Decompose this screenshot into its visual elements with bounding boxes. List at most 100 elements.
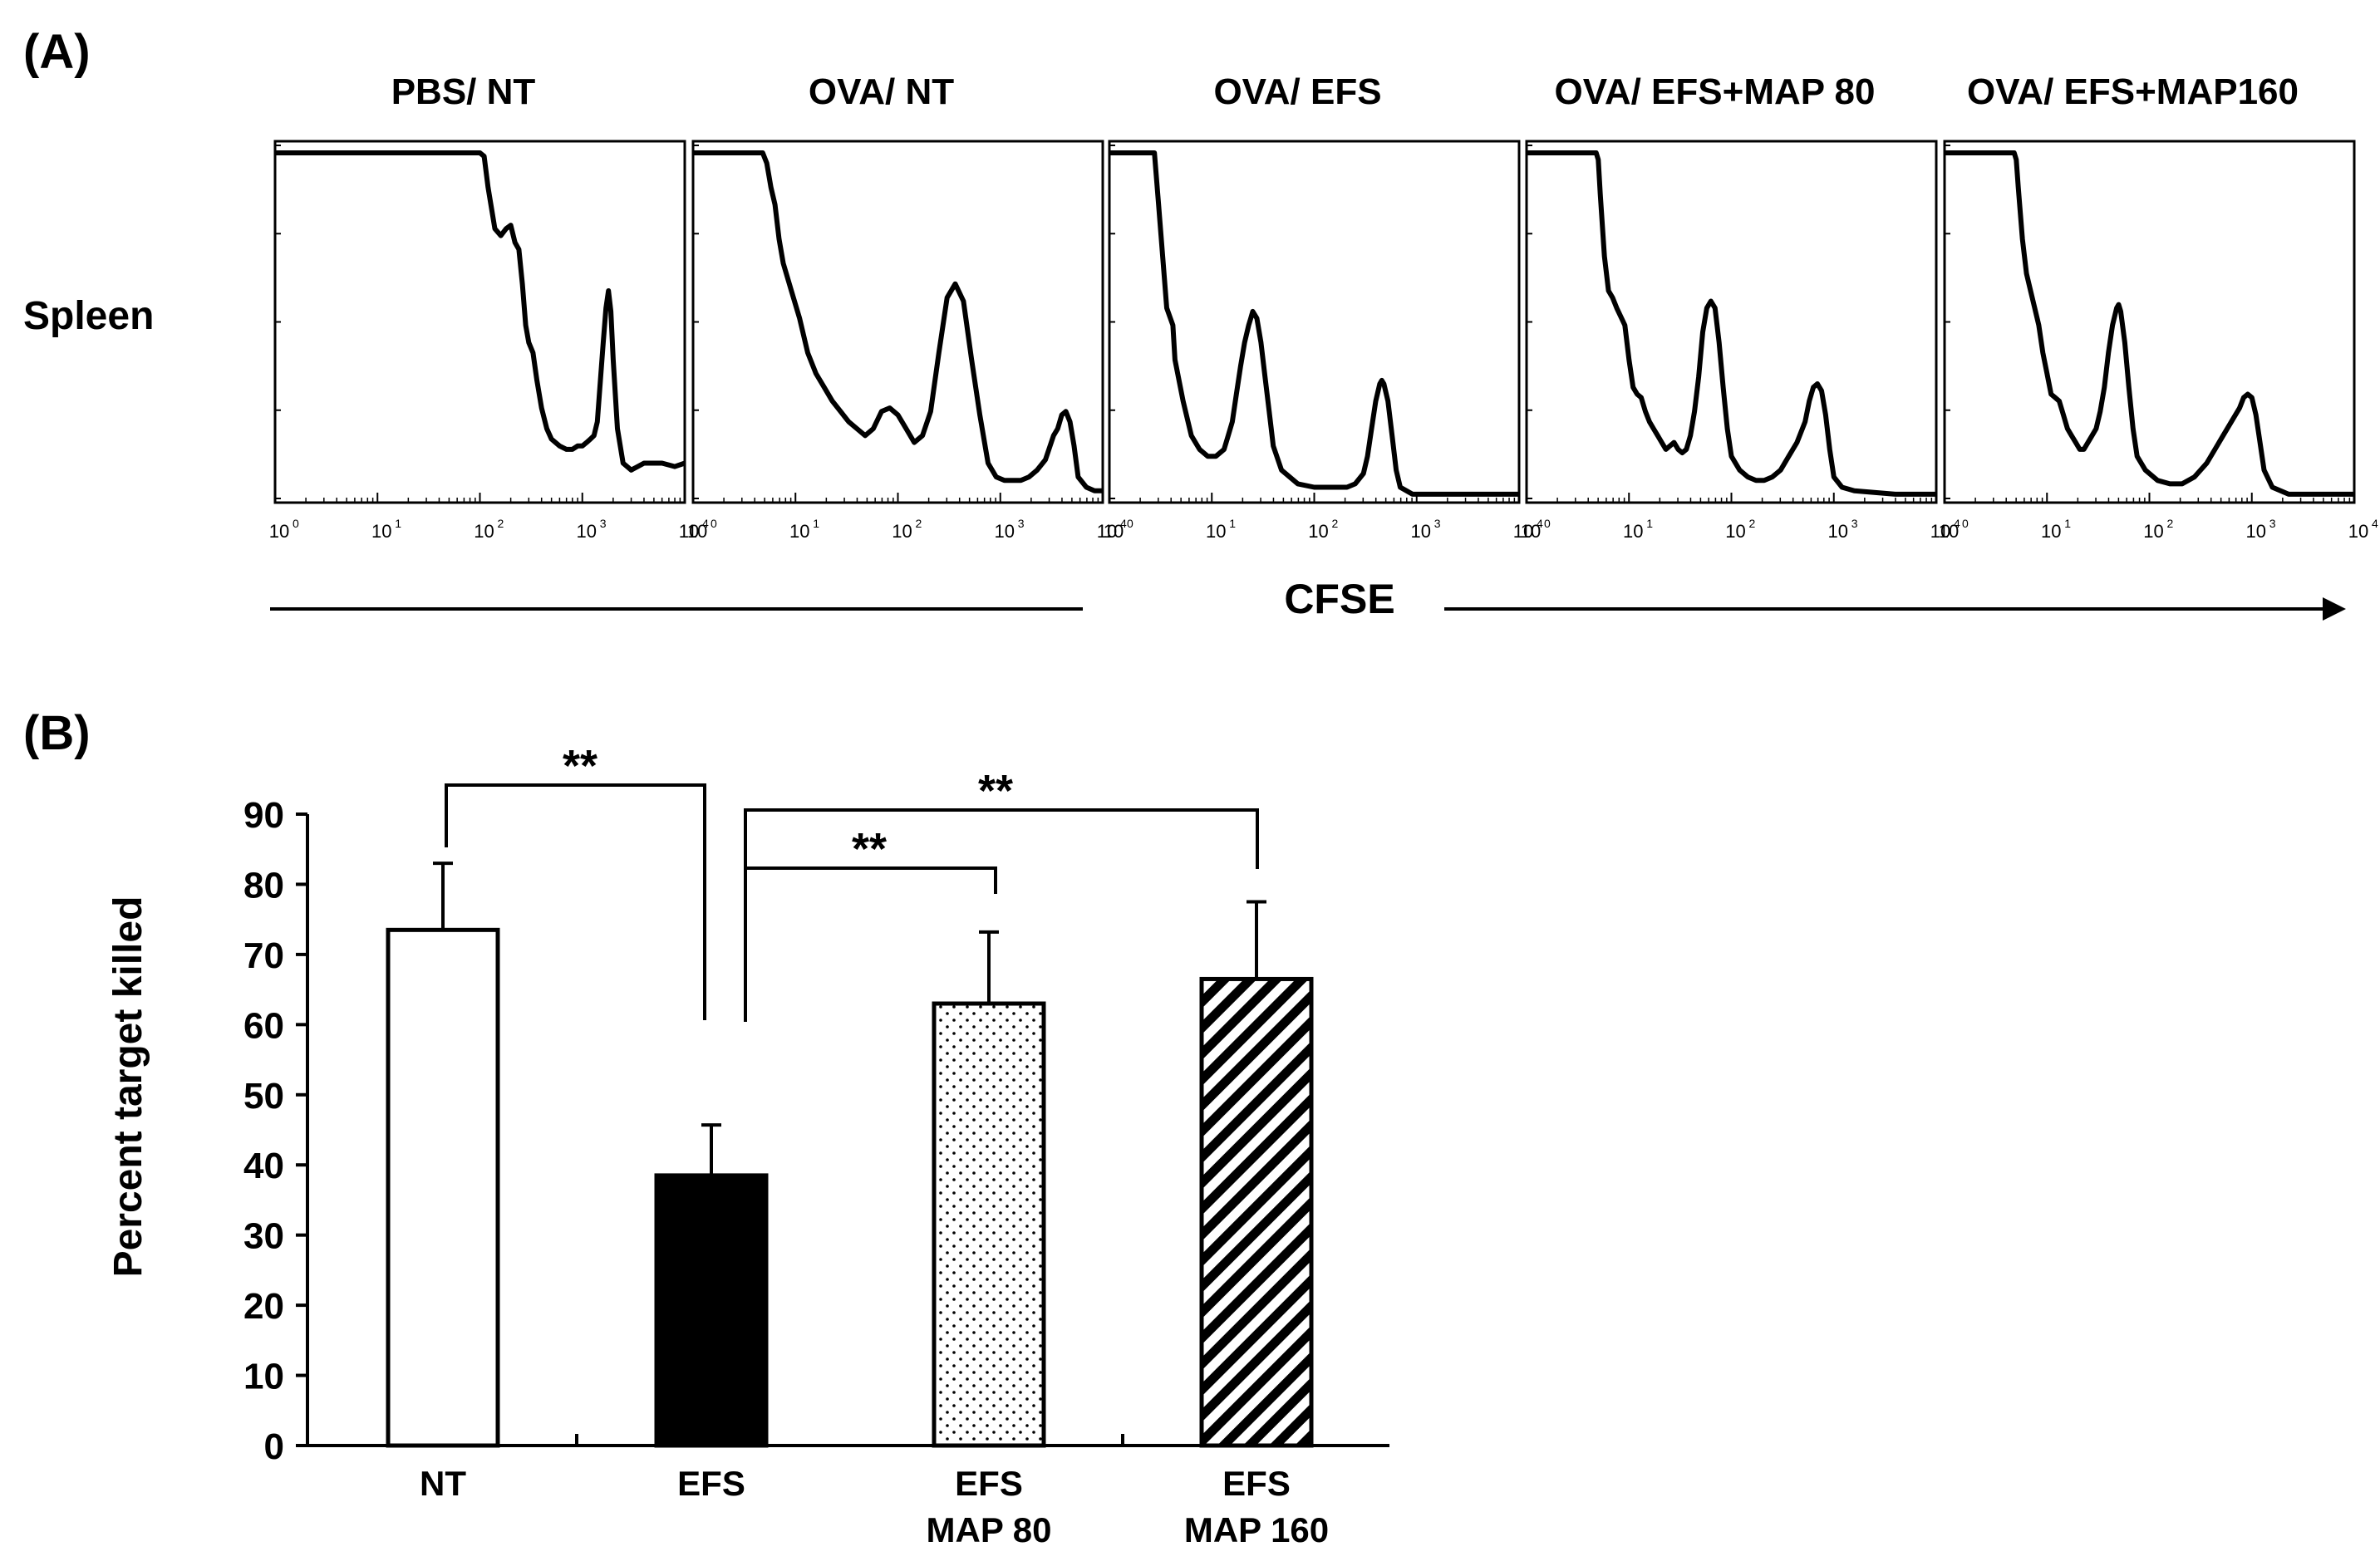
histogram-x-tick-exponent: 4	[2372, 517, 2378, 530]
histogram-x-tick-label: 10	[1411, 521, 1431, 542]
histogram-x-tick-exponent: 4	[1120, 517, 1127, 530]
histogram-x-tick-exponent: 3	[1851, 517, 1858, 530]
histogram-x-tick-label: 10	[1939, 521, 1959, 542]
histogram-x-tick-label: 10	[1206, 521, 1226, 542]
cfse-axis-label: CFSE	[1284, 576, 1394, 622]
bar	[386, 927, 500, 1448]
histogram-x-tick-label: 10	[995, 521, 1015, 542]
histogram-x-tick-exponent: 0	[1127, 517, 1133, 530]
bar-y-tick-label: 60	[243, 1005, 284, 1046]
histogram-frame	[1943, 140, 2356, 504]
histogram-x-tick-exponent: 0	[1962, 517, 1969, 530]
panel-a-label: (A)	[23, 25, 91, 79]
histogram-curve	[1945, 150, 2354, 497]
histogram-x-tick-label: 10	[1104, 521, 1124, 542]
histogram-x-tick-exponent: 1	[395, 517, 401, 530]
histogram-x-tick-exponent: 3	[1434, 517, 1441, 530]
bar-chart: 0 10 20 30 40 50 60 70 80 90 NT EFS EFS MAP 80 EFS MAP …	[243, 741, 1389, 1549]
histogram-x-tick-label: 10	[269, 521, 289, 542]
significance-label: **	[978, 766, 1013, 816]
bar-category-label: EFS	[1222, 1464, 1291, 1503]
histogram-x-tick-exponent: 4	[1537, 517, 1543, 530]
histogram-x-tick-label: 10	[679, 521, 699, 542]
bar-y-tick-label: 90	[243, 795, 284, 836]
histogram-x-tick-exponent: 1	[2064, 517, 2071, 530]
row-label-spleen: Spleen	[23, 294, 154, 338]
histogram-x-tick-label: 10	[687, 521, 707, 542]
histogram-x-tick-exponent: 1	[1229, 517, 1236, 530]
histogram-x-tick-exponent: 0	[1544, 517, 1551, 530]
histogram-x-tick-label: 10	[2246, 521, 2266, 542]
bar-y-tick-label: 30	[243, 1216, 284, 1257]
bar	[932, 1001, 1046, 1448]
bar-category-label: MAP 80	[927, 1510, 1052, 1549]
histogram-title: OVA/ EFS+MAP160	[1967, 71, 2299, 112]
histogram-x-tick-exponent: 4	[702, 517, 709, 530]
significance-label: **	[563, 741, 597, 791]
bar-y-tick-label: 70	[243, 935, 284, 976]
histogram-x-tick-label: 10	[892, 521, 912, 542]
histogram-x-tick-exponent: 4	[1954, 517, 1960, 530]
histogram-x-tick-label: 10	[1930, 521, 1950, 542]
histogram-x-tick-label: 10	[474, 521, 494, 542]
histogram-x-tick-label: 10	[1097, 521, 1117, 542]
histogram-x-tick-exponent: 0	[711, 517, 717, 530]
significance-label: **	[852, 824, 887, 874]
histogram-x-tick-label: 10	[1308, 521, 1328, 542]
histogram-title: OVA/ EFS+MAP 80	[1555, 71, 1876, 112]
histogram-x-tick-label: 10	[1828, 521, 1848, 542]
histogram-x-tick-exponent: 3	[1018, 517, 1025, 530]
significance-bracket	[744, 866, 997, 1022]
histogram-x-tick-exponent: 3	[2269, 517, 2276, 530]
bar	[654, 1173, 769, 1448]
cfse-axis-arrowhead	[2323, 597, 2346, 621]
panel-b-label: (B)	[23, 706, 91, 760]
histogram-frame	[273, 140, 686, 504]
bar-y-tick-label: 80	[243, 865, 284, 906]
bar-y-axis-label: Percent target killed	[106, 896, 150, 1278]
histogram-x-tick-exponent: 1	[813, 517, 819, 530]
significance-bracket	[744, 808, 1259, 869]
histogram-x-tick-label: 10	[1725, 521, 1745, 542]
histogram-x-tick-exponent: 2	[1749, 517, 1756, 530]
histogram-frame	[691, 140, 1104, 504]
bar-category-label: NT	[420, 1464, 466, 1503]
histogram-x-tick-label: 10	[2143, 521, 2163, 542]
significance-bracket	[445, 783, 706, 1020]
bar	[1199, 976, 1314, 1448]
histogram-title: PBS/ NT	[391, 71, 536, 112]
histogram-x-tick-label: 10	[2348, 521, 2368, 542]
bar-y-tick-label: 50	[243, 1076, 284, 1117]
bar-y-tick-label: 20	[243, 1286, 284, 1327]
bar-y-tick-label: 40	[243, 1146, 284, 1186]
histogram-x-tick-label: 10	[1623, 521, 1643, 542]
bar-y-tick-label: 10	[243, 1357, 284, 1397]
histogram-x-tick-label: 10	[2041, 521, 2061, 542]
histogram-x-tick-label: 10	[1521, 521, 1541, 542]
histogram-x-tick-exponent: 2	[2167, 517, 2174, 530]
histogram-x-tick-exponent: 2	[1332, 517, 1339, 530]
histogram-curve	[1109, 150, 1519, 497]
histogram-x-tick-exponent: 2	[498, 517, 504, 530]
panel-b: (B) Percent target killed 0 10 20 30 40 50 60 7…	[23, 706, 1389, 1549]
bar-category-label: EFS	[955, 1464, 1023, 1503]
histogram-x-tick-label: 10	[1513, 521, 1533, 542]
histogram-curve	[275, 150, 686, 473]
histogram-curve	[693, 150, 1103, 493]
histogram-x-tick-exponent: 1	[1646, 517, 1653, 530]
histogram-x-tick-label: 10	[789, 521, 809, 542]
bar-category-label: MAP 160	[1184, 1510, 1329, 1549]
bar-category-label: EFS	[677, 1464, 745, 1503]
histogram-x-tick-label: 10	[371, 521, 391, 542]
histogram-x-tick-exponent: 0	[293, 517, 299, 530]
histogram-x-tick-exponent: 3	[600, 517, 607, 530]
histogram-title: OVA/ EFS	[1213, 71, 1381, 112]
